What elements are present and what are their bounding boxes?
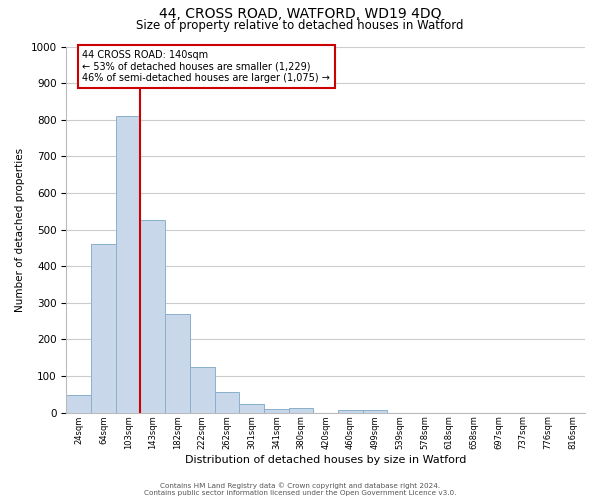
Bar bbox=[67, 396, 91, 412]
Text: Size of property relative to detached houses in Watford: Size of property relative to detached ho… bbox=[136, 18, 464, 32]
Bar bbox=[239, 404, 264, 412]
Text: 44, CROSS ROAD, WATFORD, WD19 4DQ: 44, CROSS ROAD, WATFORD, WD19 4DQ bbox=[159, 8, 441, 22]
Bar bbox=[91, 244, 116, 412]
Text: 44 CROSS ROAD: 140sqm
← 53% of detached houses are smaller (1,229)
46% of semi-d: 44 CROSS ROAD: 140sqm ← 53% of detached … bbox=[82, 50, 331, 84]
Bar bbox=[140, 220, 165, 412]
Bar bbox=[289, 408, 313, 412]
Bar bbox=[165, 314, 190, 412]
X-axis label: Distribution of detached houses by size in Watford: Distribution of detached houses by size … bbox=[185, 455, 466, 465]
Bar bbox=[363, 410, 388, 412]
Bar bbox=[338, 410, 363, 412]
Text: Contains public sector information licensed under the Open Government Licence v3: Contains public sector information licen… bbox=[144, 490, 456, 496]
Text: Contains HM Land Registry data © Crown copyright and database right 2024.: Contains HM Land Registry data © Crown c… bbox=[160, 482, 440, 489]
Bar bbox=[190, 367, 215, 412]
Bar bbox=[116, 116, 140, 412]
Bar bbox=[264, 409, 289, 412]
Bar bbox=[215, 392, 239, 412]
Y-axis label: Number of detached properties: Number of detached properties bbox=[15, 148, 25, 312]
